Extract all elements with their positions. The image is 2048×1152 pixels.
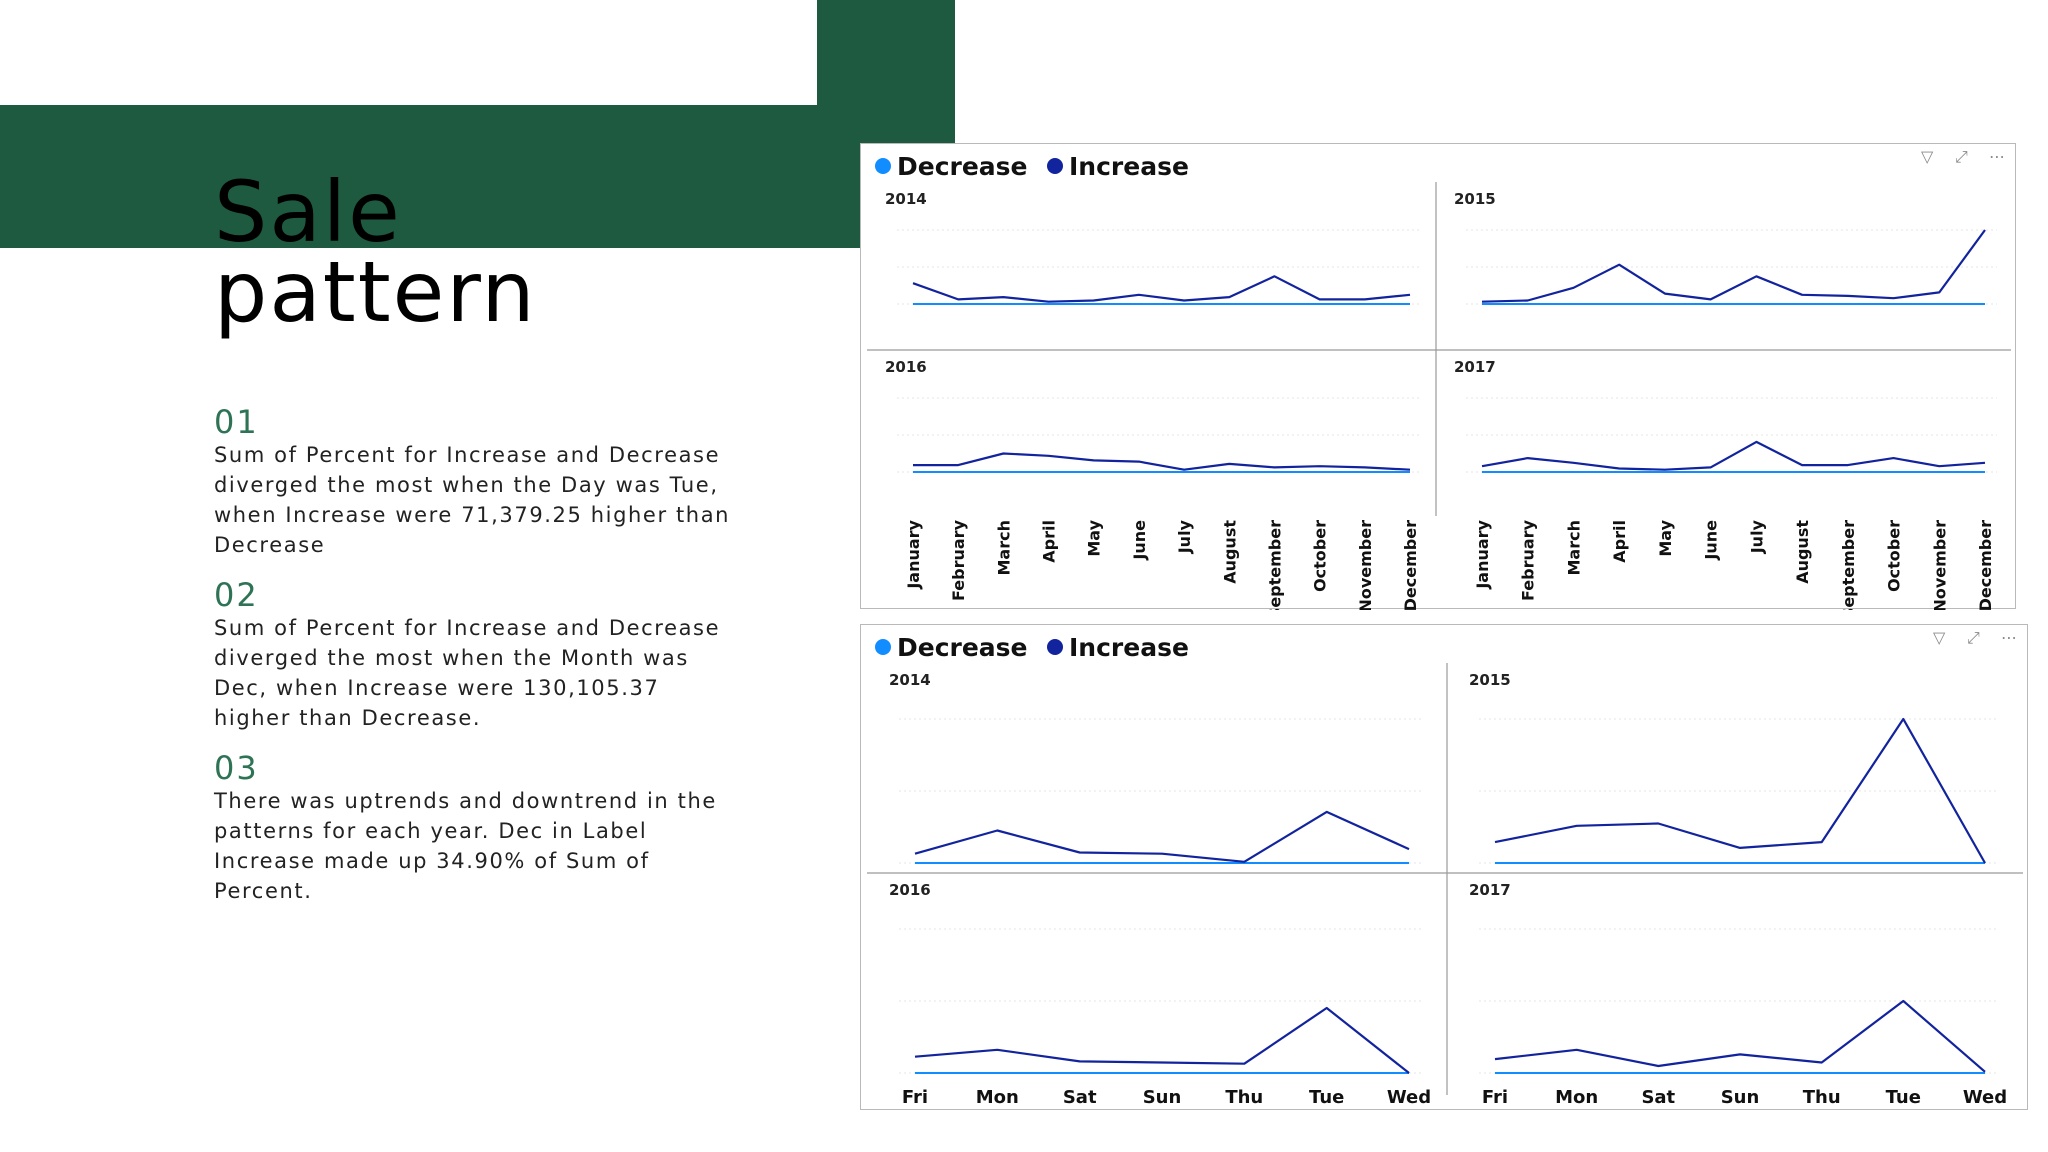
- panel-title-2015: 2015: [1469, 671, 1511, 689]
- x-tick-label: July: [1175, 519, 1194, 554]
- x-tick-label: Thu: [1803, 1087, 1841, 1108]
- x-tick-label: December: [1976, 520, 1995, 610]
- point-number-2: 02: [214, 576, 259, 614]
- point-text-3: There was uptrends and downtrend in the …: [214, 789, 717, 903]
- panel-title-2017: 2017: [1469, 881, 1511, 899]
- weekday-small-multiples-chart: Decrease Increase ▽ ⤢ ⋯ 2014 2015 2016 Fri Mon Sat…: [867, 628, 2023, 1108]
- x-tick-label: Tue: [1886, 1087, 1921, 1108]
- x-tick-label: December: [1401, 520, 1420, 610]
- x-tick-label: Mon: [976, 1087, 1019, 1108]
- filter-icon[interactable]: ▽: [1933, 628, 1946, 647]
- weekday-chart-visual[interactable]: Decrease Increase ▽ ⤢ ⋯ 2014 2015 2016 Fri Mon Sat…: [860, 624, 2028, 1110]
- panel-title-2014: 2014: [889, 671, 931, 689]
- panel-title-2015: 2015: [1454, 190, 1496, 208]
- x-tick-label: November: [1356, 520, 1375, 610]
- x-tick-label: Sat: [1063, 1087, 1097, 1108]
- legend-label-decrease: Decrease: [897, 152, 1028, 181]
- point-text-1: Sum of Percent for Increase and Decrease…: [214, 443, 731, 557]
- slide-title-line1: Sale: [214, 170, 402, 248]
- legend-label-decrease: Decrease: [897, 633, 1028, 662]
- more-options-icon[interactable]: ⋯: [1989, 147, 2005, 166]
- x-tick-label: March: [994, 520, 1013, 575]
- x-tick-label: Fri: [1482, 1087, 1508, 1108]
- x-tick-label: Wed: [1387, 1087, 1431, 1108]
- point-number-3: 03: [214, 749, 259, 787]
- x-tick-label: June: [1130, 520, 1149, 561]
- series-line-increase-2015: [1481, 229, 1986, 303]
- panel-title-2017: 2017: [1454, 358, 1496, 376]
- legend-marker-decrease: [875, 639, 891, 655]
- focus-mode-icon[interactable]: ⤢: [1967, 628, 1980, 647]
- point-text-2: Sum of Percent for Increase and Decrease…: [214, 616, 721, 730]
- x-tick-label: Sun: [1721, 1087, 1760, 1108]
- x-tick-label: August: [1793, 520, 1812, 584]
- x-tick-label: January: [904, 519, 923, 589]
- series-line-increase-2016: [913, 452, 1411, 471]
- x-tick-label: Sun: [1143, 1087, 1182, 1108]
- x-tick-label: June: [1702, 520, 1721, 561]
- x-tick-label: April: [1610, 520, 1629, 563]
- x-tick-label: November: [1930, 520, 1949, 610]
- panel-title-2016: 2016: [889, 881, 931, 899]
- x-tick-label: Mon: [1555, 1087, 1598, 1108]
- panel-title-2016: 2016: [885, 358, 927, 376]
- more-options-icon[interactable]: ⋯: [2001, 628, 2017, 647]
- series-line-increase-2016: [914, 1006, 1410, 1074]
- series-line-increase-2014: [914, 810, 1410, 863]
- filter-icon[interactable]: ▽: [1921, 147, 1934, 166]
- x-tick-label: February: [949, 519, 968, 601]
- legend-marker-decrease: [875, 158, 891, 174]
- legend-marker-increase: [1047, 158, 1063, 174]
- series-line-increase-2017: [1494, 999, 1986, 1073]
- x-tick-label: September: [1266, 520, 1285, 610]
- panel-title-2014: 2014: [885, 190, 927, 208]
- monthly-chart-visual[interactable]: Decrease Increase ▽ ⤢ ⋯ 2014 2015 2016 January Fe…: [860, 143, 2016, 610]
- x-tick-label: May: [1085, 519, 1104, 556]
- focus-mode-icon[interactable]: ⤢: [1955, 147, 1968, 166]
- x-tick-label: October: [1885, 520, 1904, 592]
- legend-marker-increase: [1047, 639, 1063, 655]
- point-number-1: 01: [214, 403, 259, 441]
- slide-title-line2: pattern: [214, 243, 537, 341]
- x-tick-label: July: [1747, 519, 1766, 554]
- x-tick-label: May: [1656, 519, 1675, 556]
- x-tick-label: Thu: [1225, 1087, 1263, 1108]
- monthly-small-multiples-chart: Decrease Increase ▽ ⤢ ⋯ 2014 2015 2016 January Fe…: [867, 147, 2011, 610]
- x-tick-label: Sat: [1641, 1087, 1675, 1108]
- series-line-increase-2015: [1494, 717, 1986, 864]
- x-tick-label: August: [1220, 520, 1239, 584]
- x-tick-label: September: [1839, 520, 1858, 610]
- x-tick-label: April: [1040, 520, 1059, 563]
- x-tick-label: Fri: [902, 1087, 928, 1108]
- series-line-increase-2017: [1481, 440, 1986, 471]
- header-band: [0, 105, 880, 248]
- x-tick-label: October: [1311, 520, 1330, 592]
- legend-label-increase: Increase: [1069, 152, 1189, 181]
- x-tick-label: February: [1519, 519, 1538, 601]
- series-line-increase-2014: [912, 275, 1411, 303]
- x-tick-label: Wed: [1963, 1087, 2007, 1108]
- x-tick-label: March: [1565, 520, 1584, 575]
- legend-label-increase: Increase: [1069, 633, 1189, 662]
- x-tick-label: Tue: [1309, 1087, 1344, 1108]
- header-white-box: [0, 0, 817, 105]
- x-tick-label: January: [1473, 519, 1492, 589]
